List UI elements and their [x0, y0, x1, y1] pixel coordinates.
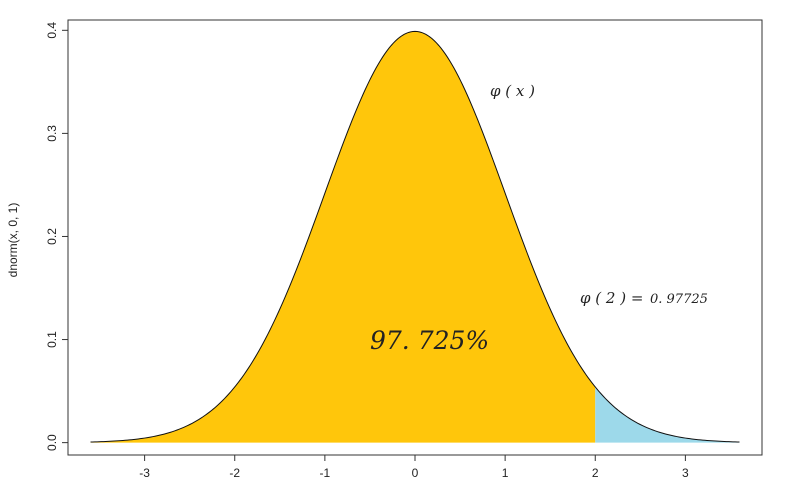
y-tick-label: 0.2 [45, 228, 59, 245]
x-tick-label: 3 [682, 466, 689, 480]
x-axis: -3 -2 -1 0 1 2 3 [139, 455, 689, 480]
curve-label: φ ( x ) [490, 82, 535, 100]
y-axis-label: dnorm(x, 0, 1) [6, 203, 20, 278]
y-tick-label: 0.3 [45, 125, 59, 142]
x-tick-label: -1 [320, 466, 331, 480]
y-tick-label: 0.1 [45, 331, 59, 348]
x-tick-label: 0 [412, 466, 419, 480]
area-percent-label: 97. 725% [370, 326, 489, 355]
cdf-label: φ ( 2 ) = [580, 289, 643, 307]
x-tick-label: 1 [502, 466, 509, 480]
area-below-cutoff [90, 31, 596, 443]
density-curve [90, 30, 740, 443]
cdf-value: 0. 97725 [650, 292, 708, 307]
y-tick-label: 0.0 [45, 434, 59, 451]
x-tick-label: -2 [229, 466, 240, 480]
area-above-cutoff [595, 386, 740, 443]
x-tick-label: 2 [592, 466, 599, 480]
y-axis: 0.0 0.1 0.2 0.3 0.4 [45, 22, 68, 451]
x-tick-label: -3 [139, 466, 150, 480]
y-tick-label: 0.4 [45, 22, 59, 39]
